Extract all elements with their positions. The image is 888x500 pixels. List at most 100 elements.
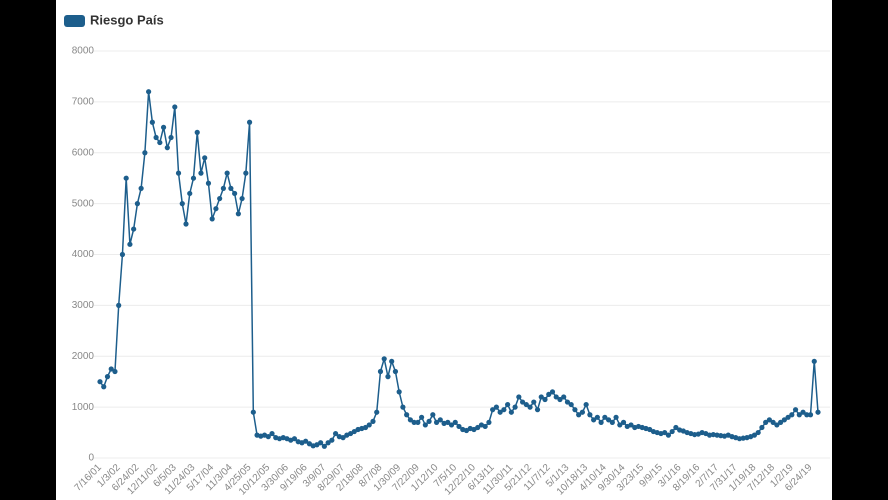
data-point [303,438,309,444]
data-point [187,190,193,197]
data-point [553,394,559,400]
data-point [318,440,324,446]
data-point [482,423,488,430]
data-point [138,185,144,191]
data-point [602,414,608,420]
data-point [549,389,556,395]
y-tick-label: 6000 [72,147,95,158]
data-point [112,368,118,375]
data-point [445,419,451,425]
data-point [568,401,574,408]
legend-label: Riesgo País [90,12,164,27]
data-point [774,422,780,428]
data-point [134,201,140,207]
data-point [194,129,200,135]
data-point [142,150,148,156]
data-point [594,414,600,420]
data-point [202,155,208,161]
data-point [534,407,541,413]
data-point [377,368,384,375]
data-point [146,89,152,95]
data-point [800,409,806,415]
data-point [396,389,402,395]
data-point [811,358,817,364]
data-point [789,412,795,418]
y-tick-label: 7000 [72,97,95,108]
data-point [164,145,170,151]
chart-background [56,0,832,500]
y-tick-label: 0 [88,453,94,464]
data-point [605,417,612,423]
data-point [778,419,784,425]
data-point [411,419,417,425]
data-point [131,226,137,232]
data-point [433,419,440,425]
data-point [587,412,593,418]
legend-swatch [64,15,85,27]
data-point [579,409,586,415]
data-point [160,124,167,130]
data-point [97,379,103,385]
data-point [796,412,802,418]
data-point [785,414,791,420]
data-point [598,419,604,425]
data-point [815,409,821,415]
data-point [486,419,492,425]
data-point [362,424,369,431]
data-point [220,185,227,191]
data-point [183,221,189,227]
data-point [198,170,204,176]
data-point [591,417,597,423]
data-point [415,419,421,425]
data-point [325,440,331,446]
data-point [508,409,514,415]
data-point [542,396,548,403]
data-point [561,394,567,400]
data-point [123,175,129,181]
y-tick-label: 1000 [72,402,95,413]
data-point [243,170,249,176]
data-point [265,434,271,440]
data-point [389,358,395,364]
data-point [628,422,634,428]
data-point [669,428,675,435]
data-point [366,422,372,428]
data-point [153,134,159,141]
data-point [104,374,111,380]
data-point [246,119,253,125]
data-point [583,401,589,408]
data-point [448,422,455,428]
data-point [452,419,458,425]
data-point [527,404,533,410]
data-point [497,409,503,415]
data-point [321,443,327,449]
data-point [613,414,619,420]
data-point [493,404,499,410]
data-point [609,419,615,425]
data-point [168,134,174,141]
data-point [228,185,234,191]
data-point [127,241,133,247]
data-point [385,374,391,380]
data-point [505,401,511,408]
y-tick-label: 5000 [72,198,95,209]
data-point [751,432,758,438]
data-point [572,407,578,413]
data-point [804,412,810,418]
data-point [209,216,215,222]
data-point [400,404,406,410]
data-point [519,399,526,405]
data-point [490,407,496,413]
data-point [116,302,122,308]
data-point [807,412,814,418]
data-point [149,119,155,125]
data-point [620,419,627,425]
data-point [770,419,776,425]
data-point [523,401,529,408]
data-point [291,436,298,442]
data-point [781,417,787,423]
data-point [179,201,185,207]
data-point [332,430,339,437]
